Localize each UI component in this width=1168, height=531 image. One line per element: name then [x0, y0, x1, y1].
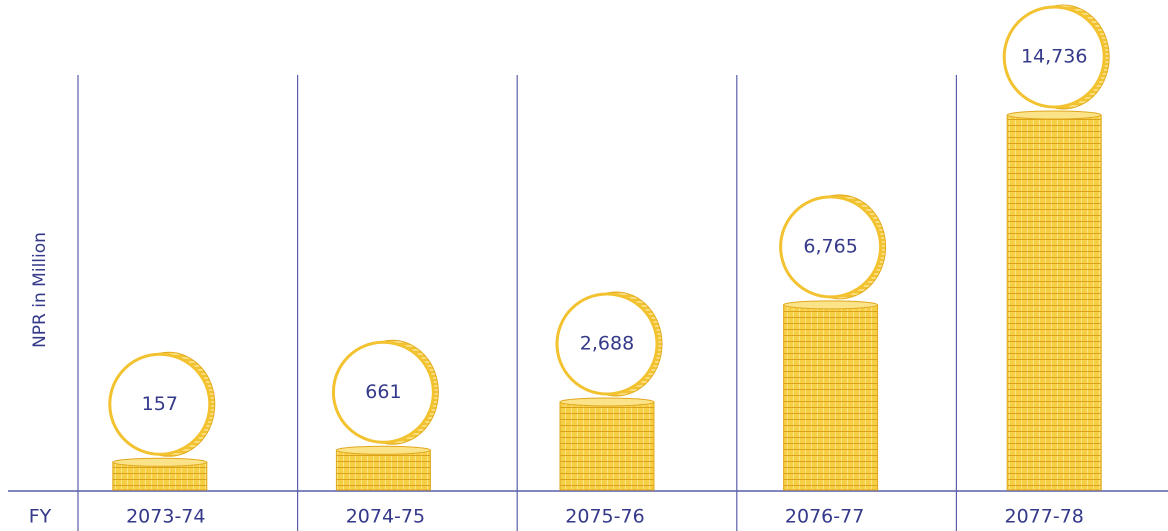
x-tick-label: 2075-76	[565, 506, 644, 528]
coin-face	[331, 340, 435, 444]
x-tick-label: 2077-78	[1005, 506, 1084, 528]
x-tick-label: 2076-77	[785, 506, 864, 528]
coin-face	[779, 195, 883, 299]
coin-stack	[335, 449, 431, 491]
x-label: FY	[29, 506, 52, 528]
x-tick-label: 2073-74	[126, 506, 205, 528]
value-label: 6,765	[803, 235, 857, 257]
coin-stack	[783, 304, 879, 491]
stack-top	[559, 397, 655, 407]
stack-top	[783, 300, 879, 310]
value-label: 2,688	[580, 332, 634, 354]
coin-face	[108, 352, 212, 456]
coin-face	[1002, 5, 1106, 109]
coin-stack	[1006, 114, 1102, 491]
x-tick-label: 2074-75	[346, 506, 425, 528]
coin-stack	[112, 461, 208, 491]
coin-stack	[559, 401, 655, 491]
value-label: 661	[365, 381, 401, 403]
stack-top	[112, 457, 208, 467]
stack-top	[1006, 110, 1102, 120]
value-label: 14,736	[1021, 46, 1087, 68]
coin-face	[555, 292, 659, 396]
value-label: 157	[142, 393, 178, 415]
stack-top	[335, 445, 431, 455]
y-label: NPR in Million	[30, 232, 50, 348]
